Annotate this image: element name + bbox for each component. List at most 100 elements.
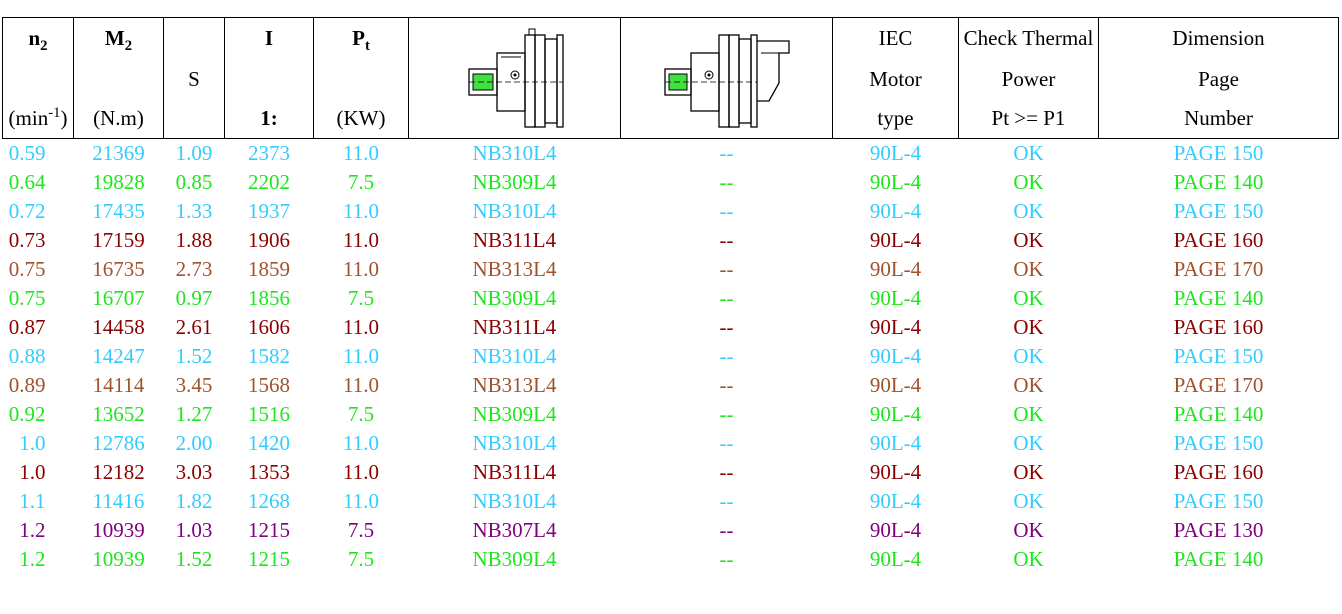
header-iec-line3: type bbox=[832, 99, 959, 139]
cell-n2: 1.0 bbox=[19, 431, 46, 455]
header-thermal-line2: Power bbox=[958, 59, 1099, 99]
cell-i: 1906 bbox=[248, 228, 290, 252]
cell-model: NB309L4 bbox=[472, 170, 557, 194]
cell-i: 1582 bbox=[248, 344, 290, 368]
cell-alt-model: -- bbox=[719, 199, 734, 223]
table-row: 0.73 17159 1.88 1906 11.0 NB311L4 -- 90L-4 OK PAG… bbox=[3, 226, 1339, 255]
cell-n2: 0.89 bbox=[8, 373, 46, 397]
cell-n2: 0.64 bbox=[8, 170, 46, 194]
cell-thermal-check: OK bbox=[1013, 489, 1044, 513]
cell-alt-model: -- bbox=[719, 315, 734, 339]
cell-thermal-check: OK bbox=[1013, 460, 1044, 484]
cell-dimension-page: PAGE 150 bbox=[1173, 344, 1264, 368]
cell-dimension-page: PAGE 140 bbox=[1173, 402, 1264, 426]
cell-motor-type: 90L-4 bbox=[869, 170, 922, 194]
cell-thermal-check: OK bbox=[1013, 141, 1044, 165]
cell-m2: 12786 bbox=[92, 431, 145, 455]
cell-motor-type: 90L-4 bbox=[869, 141, 922, 165]
cell-m2: 14114 bbox=[92, 373, 145, 397]
cell-model: NB313L4 bbox=[472, 257, 557, 281]
cell-pt: 7.5 bbox=[347, 547, 375, 571]
cell-m2: 12182 bbox=[92, 460, 145, 484]
cell-dimension-page: PAGE 150 bbox=[1173, 141, 1264, 165]
cell-m2: 10939 bbox=[92, 547, 145, 571]
cell-i: 1937 bbox=[248, 199, 290, 223]
header-n2: n2 bbox=[2, 17, 74, 59]
cell-s: 1.52 bbox=[175, 547, 213, 571]
cell-n2: 1.2 bbox=[19, 547, 46, 571]
cell-model: NB309L4 bbox=[472, 547, 557, 571]
table-row: 0.64 19828 0.85 2202 7.5 NB309L4 -- 90L-4 OK PAGE… bbox=[3, 168, 1339, 197]
cell-alt-model: -- bbox=[719, 431, 734, 455]
cell-m2: 10939 bbox=[92, 518, 145, 542]
cell-alt-model: -- bbox=[719, 170, 734, 194]
cell-m2: 14247 bbox=[92, 344, 145, 368]
cell-m2: 17159 bbox=[92, 228, 145, 252]
cell-pt: 7.5 bbox=[347, 286, 375, 310]
cell-i: 1353 bbox=[248, 460, 290, 484]
cell-i: 1859 bbox=[248, 257, 290, 281]
cell-alt-model: -- bbox=[719, 547, 734, 571]
cell-dimension-page: PAGE 140 bbox=[1173, 547, 1264, 571]
cell-n2: 0.73 bbox=[8, 228, 46, 252]
header-s-top bbox=[163, 17, 225, 59]
header-dimension-line2: Page bbox=[1098, 59, 1339, 99]
gearbox-foot-drawing-icon bbox=[663, 34, 790, 128]
cell-model: NB310L4 bbox=[472, 199, 557, 223]
cell-alt-model: -- bbox=[719, 489, 734, 513]
cell-motor-type: 90L-4 bbox=[869, 315, 922, 339]
cell-thermal-check: OK bbox=[1013, 257, 1044, 281]
header-iec-line2: Motor bbox=[832, 59, 959, 99]
cell-i: 1268 bbox=[248, 489, 290, 513]
cell-s: 0.97 bbox=[175, 286, 213, 310]
cell-alt-model: -- bbox=[719, 286, 734, 310]
cell-dimension-page: PAGE 160 bbox=[1173, 228, 1264, 252]
cell-thermal-check: OK bbox=[1013, 402, 1044, 426]
header-n2-unit: (min-1) bbox=[2, 99, 74, 139]
cell-m2: 14458 bbox=[92, 315, 145, 339]
cell-n2: 0.88 bbox=[8, 344, 46, 368]
table-header: n2 M2 I Pt bbox=[2, 17, 1339, 139]
header-s-bottom bbox=[163, 99, 225, 139]
cell-s: 0.85 bbox=[175, 170, 213, 194]
cell-pt: 11.0 bbox=[343, 228, 379, 252]
cell-i: 1215 bbox=[248, 518, 290, 542]
table-row: 1.0 12182 3.03 1353 11.0 NB311L4 -- 90L-4 OK PAGE… bbox=[3, 458, 1339, 487]
cell-m2: 16735 bbox=[92, 257, 145, 281]
header-s: S bbox=[163, 59, 225, 99]
cell-s: 1.09 bbox=[175, 141, 213, 165]
cell-i: 1420 bbox=[248, 431, 290, 455]
table-row: 0.75 16735 2.73 1859 11.0 NB313L4 -- 90L-4 OK PAG… bbox=[3, 255, 1339, 284]
cell-s: 1.88 bbox=[175, 228, 213, 252]
cell-pt: 11.0 bbox=[343, 257, 379, 281]
header-gearbox-foot-drawing-cell bbox=[620, 17, 833, 139]
cell-n2: 0.59 bbox=[8, 141, 46, 165]
cell-i: 2202 bbox=[248, 170, 290, 194]
cell-m2: 11416 bbox=[92, 489, 145, 513]
cell-pt: 11.0 bbox=[343, 315, 379, 339]
header-gearbox-drawing-cell bbox=[408, 17, 621, 139]
cell-thermal-check: OK bbox=[1013, 431, 1044, 455]
cell-pt: 11.0 bbox=[343, 344, 379, 368]
cell-thermal-check: OK bbox=[1013, 344, 1044, 368]
cell-i: 2373 bbox=[248, 141, 290, 165]
header-m2-unit: (N.m) bbox=[73, 99, 164, 139]
cell-model: NB307L4 bbox=[472, 518, 557, 542]
cell-thermal-check: OK bbox=[1013, 373, 1044, 397]
header-thermal-line3: Pt >= P1 bbox=[958, 99, 1099, 139]
cell-motor-type: 90L-4 bbox=[869, 431, 922, 455]
cell-dimension-page: PAGE 160 bbox=[1173, 315, 1264, 339]
header-m2-mid bbox=[73, 59, 164, 99]
cell-dimension-page: PAGE 160 bbox=[1173, 460, 1264, 484]
cell-i: 1215 bbox=[248, 547, 290, 571]
cell-s: 1.82 bbox=[175, 489, 213, 513]
cell-model: NB310L4 bbox=[472, 431, 557, 455]
cell-model: NB311L4 bbox=[472, 228, 557, 252]
header-i-unit: 1: bbox=[224, 99, 314, 139]
cell-m2: 19828 bbox=[92, 170, 145, 194]
gearbox-drawing-icon bbox=[467, 28, 564, 128]
header-m2: M2 bbox=[73, 17, 164, 59]
header-dimension-line1: Dimension bbox=[1098, 17, 1339, 59]
cell-thermal-check: OK bbox=[1013, 170, 1044, 194]
